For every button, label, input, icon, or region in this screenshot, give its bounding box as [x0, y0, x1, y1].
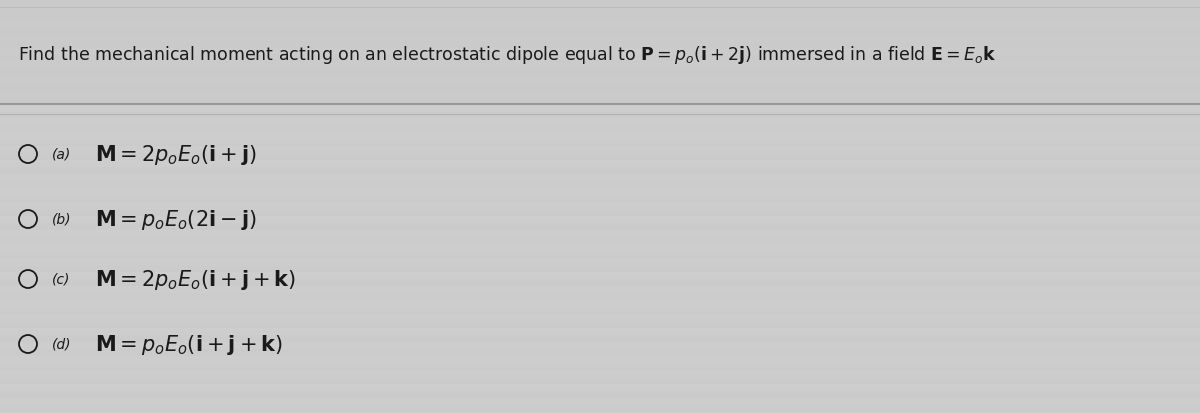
Bar — [0, 175, 1200, 182]
Bar — [0, 0, 1200, 105]
Text: (b): (b) — [52, 212, 72, 226]
Bar — [0, 321, 1200, 328]
Bar — [0, 105, 1200, 413]
Bar — [0, 98, 1200, 105]
Bar — [0, 28, 1200, 35]
Bar — [0, 377, 1200, 384]
Bar — [0, 405, 1200, 412]
Bar — [0, 293, 1200, 300]
Bar — [0, 286, 1200, 293]
Bar — [0, 259, 1200, 266]
Bar — [0, 300, 1200, 307]
Bar — [0, 398, 1200, 405]
Bar — [0, 272, 1200, 279]
Bar — [0, 209, 1200, 216]
Bar — [0, 140, 1200, 147]
Bar — [0, 307, 1200, 314]
Bar — [0, 370, 1200, 377]
Bar — [0, 252, 1200, 259]
Bar — [0, 14, 1200, 21]
Bar — [0, 21, 1200, 28]
Bar — [0, 314, 1200, 321]
Bar — [0, 335, 1200, 342]
Text: $\mathbf{M} = 2p_oE_o(\mathbf{i}+\mathbf{j})$: $\mathbf{M} = 2p_oE_o(\mathbf{i}+\mathbf… — [95, 142, 257, 166]
Bar — [0, 77, 1200, 84]
Bar — [0, 42, 1200, 49]
Bar — [0, 84, 1200, 91]
Bar — [0, 112, 1200, 119]
Bar — [0, 266, 1200, 272]
Bar — [0, 237, 1200, 244]
Bar — [0, 412, 1200, 413]
Bar — [0, 216, 1200, 223]
Bar — [0, 49, 1200, 56]
Text: (d): (d) — [52, 337, 72, 351]
Bar — [0, 91, 1200, 98]
Bar — [0, 244, 1200, 252]
Bar — [0, 0, 1200, 7]
Bar — [0, 342, 1200, 349]
Bar — [0, 223, 1200, 230]
Bar — [0, 356, 1200, 363]
Bar — [0, 202, 1200, 209]
Bar — [0, 105, 1200, 112]
Bar — [0, 230, 1200, 237]
Text: (a): (a) — [52, 147, 71, 161]
Bar — [0, 161, 1200, 168]
Bar — [0, 279, 1200, 286]
Bar — [0, 70, 1200, 77]
Bar — [0, 328, 1200, 335]
Bar — [0, 119, 1200, 126]
Bar — [0, 168, 1200, 175]
Bar — [0, 126, 1200, 133]
Text: $\mathbf{M} = p_oE_o(\mathbf{i}+\mathbf{j}+\mathbf{k})$: $\mathbf{M} = p_oE_o(\mathbf{i}+\mathbf{… — [95, 332, 283, 356]
Bar — [0, 63, 1200, 70]
Text: (c): (c) — [52, 272, 71, 286]
Bar — [0, 7, 1200, 14]
Text: $\mathbf{M} = p_oE_o(2\mathbf{i}-\mathbf{j})$: $\mathbf{M} = p_oE_o(2\mathbf{i}-\mathbf… — [95, 207, 257, 231]
Bar — [0, 391, 1200, 398]
Bar — [0, 384, 1200, 391]
Bar — [0, 147, 1200, 154]
Bar — [0, 363, 1200, 370]
Text: Find the mechanical moment acting on an electrostatic dipole equal to $\mathbf{P: Find the mechanical moment acting on an … — [18, 44, 996, 66]
Text: $\mathbf{M} = 2p_oE_o(\mathbf{i}+\mathbf{j}+\mathbf{k})$: $\mathbf{M} = 2p_oE_o(\mathbf{i}+\mathbf… — [95, 267, 296, 291]
Bar — [0, 195, 1200, 202]
Bar — [0, 35, 1200, 42]
Bar — [0, 133, 1200, 140]
Bar — [0, 182, 1200, 189]
Bar — [0, 56, 1200, 63]
Bar — [0, 349, 1200, 356]
Bar — [0, 154, 1200, 161]
Bar — [0, 189, 1200, 195]
